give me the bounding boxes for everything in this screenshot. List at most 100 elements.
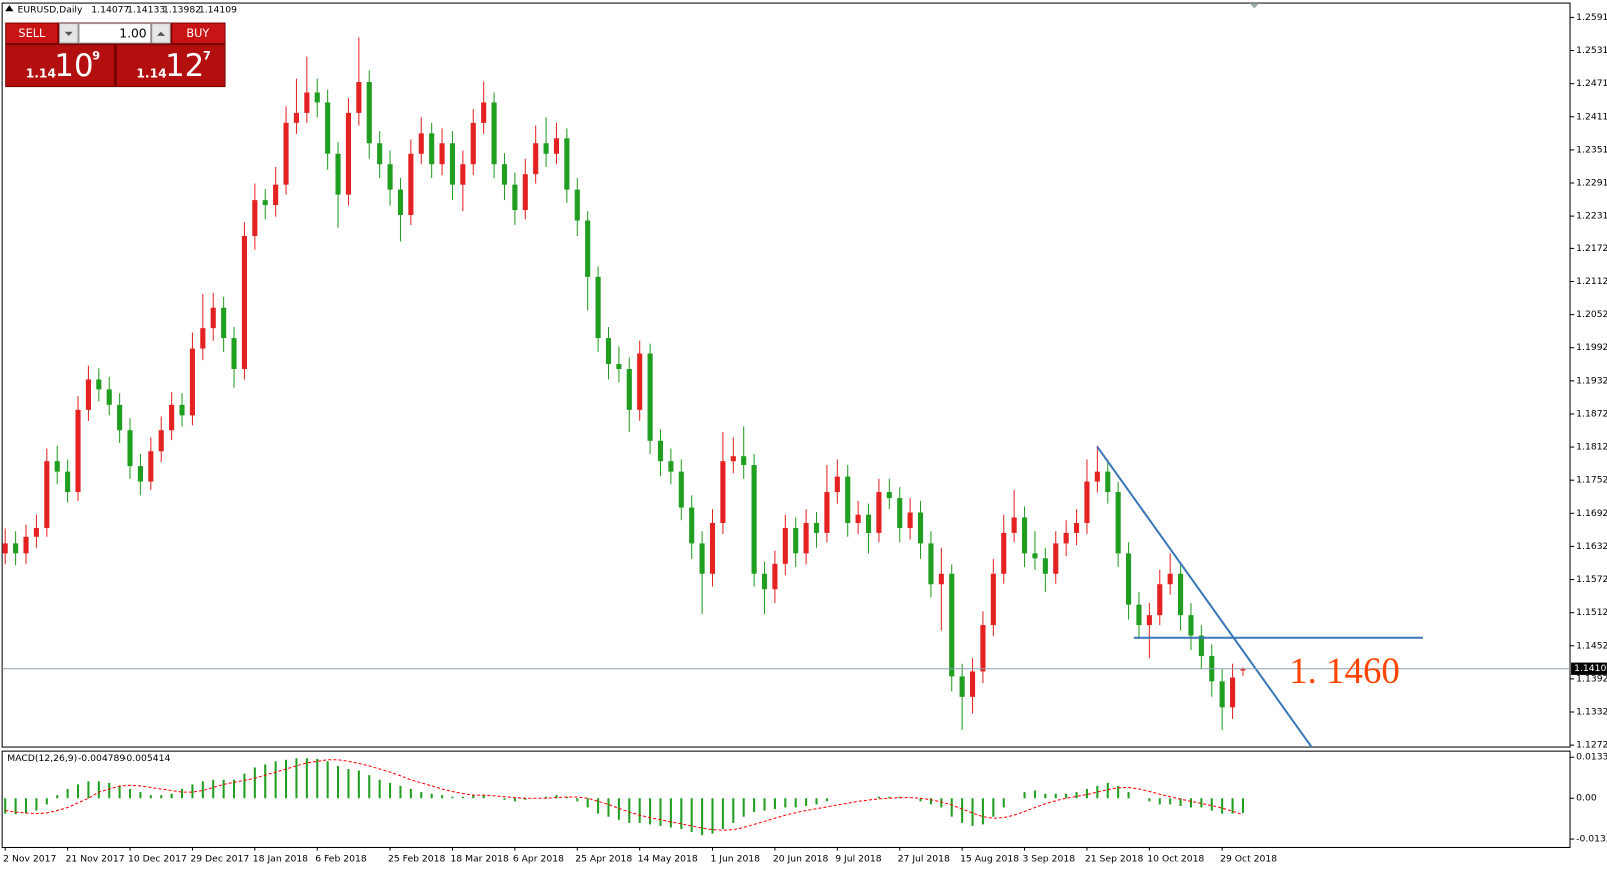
bid-box[interactable] [6, 45, 114, 87]
header-low: 1.13982 [163, 5, 201, 16]
candle-body [1011, 517, 1017, 533]
candle-body [980, 625, 986, 672]
candle-body [200, 328, 206, 349]
y-tick-label: 1.14525 [1576, 640, 1607, 651]
collapse-arrow[interactable] [5, 5, 14, 12]
ask-point: 7 [203, 49, 211, 62]
candle-body [283, 122, 289, 185]
candle-body [2, 543, 8, 554]
candle-body [1167, 573, 1173, 585]
lot-input[interactable] [78, 23, 152, 44]
x-tick-label: 2 Nov 2017 [3, 853, 56, 864]
candle-body [158, 430, 164, 452]
candle-body [1105, 471, 1111, 493]
candle-body [449, 143, 456, 185]
candle-body [1240, 668, 1246, 671]
candle-body [169, 404, 175, 431]
candle-body [553, 138, 560, 154]
buy-button[interactable] [172, 23, 225, 44]
candle-body [657, 440, 664, 462]
candle-body [907, 512, 913, 528]
candle-body [106, 389, 112, 405]
candle-body [917, 512, 924, 544]
candle-body [1230, 677, 1236, 708]
candle-body [564, 138, 570, 190]
lot-text: 1.00 [119, 26, 146, 40]
candle-body [293, 112, 300, 123]
candle-body [1178, 573, 1184, 616]
candle-body [33, 527, 39, 537]
sell-button[interactable] [6, 23, 58, 44]
candle-body [1115, 492, 1121, 554]
candle-body [335, 153, 341, 195]
price-annotation: 1. 1460 [1289, 650, 1400, 691]
x-tick-label: 14 May 2018 [638, 853, 698, 864]
candle-body [429, 133, 435, 165]
x-tick-label: 9 Jul 2018 [835, 853, 881, 864]
candle-body [377, 143, 383, 165]
candle-body [356, 81, 362, 113]
x-tick-label: 10 Dec 2017 [128, 853, 187, 864]
y-tick-label: 1.25310 [1576, 45, 1607, 56]
candle-body [418, 133, 424, 154]
candle-body [959, 676, 965, 697]
candle-body [189, 348, 195, 416]
candle-body [1073, 522, 1080, 533]
candle-body [1188, 615, 1194, 636]
candle-body [1001, 532, 1007, 574]
buy-text: BUY [186, 27, 209, 40]
candle-body [262, 200, 268, 206]
y-tick-label: 1.16925 [1576, 508, 1607, 519]
x-tick-label: 6 Feb 2018 [315, 853, 367, 864]
trend-line [1096, 446, 1313, 748]
candle-body [803, 522, 809, 554]
header-high: 1.14133 [127, 5, 165, 16]
y-tick-label: 1.24710 [1576, 78, 1607, 89]
candle-body [969, 671, 976, 697]
x-tick-label: 21 Sep 2018 [1085, 853, 1144, 864]
x-tick-label: 3 Sep 2018 [1022, 853, 1075, 864]
main-frame [1, 2, 1571, 748]
candle-body [938, 573, 944, 585]
candle-body [1125, 553, 1132, 605]
candle-body [23, 536, 29, 554]
y-tick-label: 1.25910 [1576, 12, 1607, 23]
candle-body [699, 543, 705, 574]
candle-body [273, 184, 279, 206]
trade-panel: SELL 1.00 BUY 1.14 10 9 1.14 12 7 [5, 22, 226, 88]
macd-signal-value: -0.005414 [123, 753, 170, 764]
candle-body [751, 465, 757, 574]
candle-body [886, 492, 892, 499]
bid-point: 9 [92, 49, 100, 62]
y-tick-label: 0.01332 [1576, 752, 1607, 763]
candle-body [647, 353, 653, 441]
candle-body [221, 307, 227, 339]
ask-box[interactable] [116, 45, 225, 87]
y-tick-label: 1.18125 [1576, 442, 1607, 453]
macd-signal [5, 759, 1244, 831]
y-tick-label: -0.01327 [1576, 834, 1607, 845]
y-tick-label: 1.20525 [1576, 309, 1607, 320]
x-tick-label: 10 Oct 2018 [1147, 853, 1204, 864]
candle-body [1219, 681, 1225, 708]
lot-down-arrow [64, 31, 73, 36]
candle-body [522, 174, 528, 211]
candle-body [501, 164, 508, 185]
candle-body [1032, 553, 1038, 559]
bid-label-box [1571, 662, 1607, 675]
candle-body [137, 466, 143, 482]
candle-body [408, 153, 414, 216]
x-tick-label: 15 Aug 2018 [960, 853, 1019, 864]
y-tick-label: 1.21125 [1576, 276, 1607, 287]
bid-label: 1.14109 [1574, 663, 1607, 674]
candle-body [117, 404, 123, 431]
candle-body [1157, 584, 1163, 616]
candle-body [897, 498, 903, 528]
candle-body [720, 461, 726, 523]
macd-value: -0.004789 [78, 753, 125, 764]
candle-body [709, 522, 716, 574]
candle-body [772, 563, 778, 590]
x-tick-label: 18 Mar 2018 [450, 853, 509, 864]
